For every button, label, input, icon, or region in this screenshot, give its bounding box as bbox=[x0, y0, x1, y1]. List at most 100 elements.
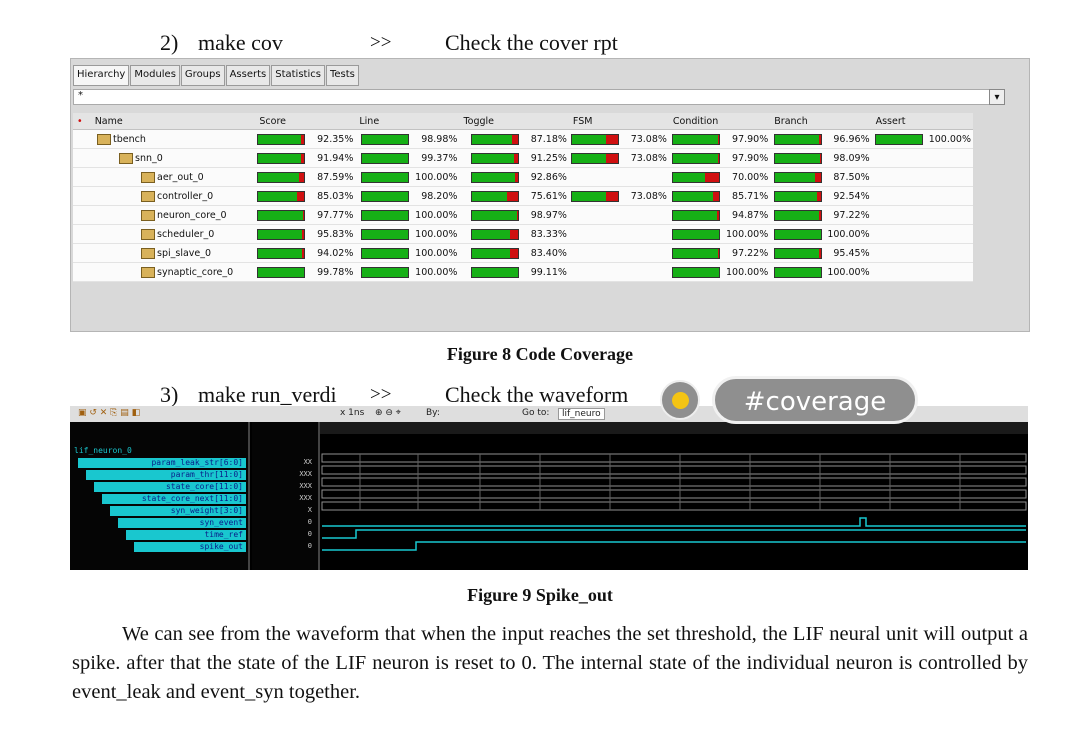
row-name: scheduler_0 bbox=[157, 228, 215, 240]
toggle-value: 87.18% bbox=[530, 133, 567, 145]
hierarchy-filter-input[interactable]: * bbox=[73, 89, 1003, 105]
goto-input[interactable]: lif_neuro bbox=[558, 408, 605, 420]
condition-value: 97.22% bbox=[732, 247, 769, 259]
signal-name[interactable]: state_core_next[11:0] bbox=[102, 494, 246, 504]
signal-name[interactable]: spike_out bbox=[134, 542, 246, 552]
toggle-bar bbox=[470, 247, 519, 259]
step2-arrow: >> bbox=[370, 32, 392, 53]
score-bar bbox=[257, 266, 306, 278]
signal-name[interactable]: param_leak_str[6:0] bbox=[78, 458, 246, 468]
table-row[interactable]: aer_out_0 87.59% 100.00% 92.86% 70.00% 87.50% bbox=[73, 167, 973, 187]
score-bar bbox=[257, 190, 306, 202]
table-row[interactable]: synaptic_core_0 99.78% 100.00% 99.11% 100.00… bbox=[73, 262, 973, 282]
toggle-value: 83.40% bbox=[530, 247, 567, 259]
row-name: controller_0 bbox=[157, 190, 214, 202]
line-bar bbox=[361, 190, 410, 202]
signal-value: XX bbox=[303, 458, 312, 466]
signal-name[interactable]: state_core[11:0] bbox=[94, 482, 246, 492]
col-assert[interactable]: Assert bbox=[871, 113, 973, 130]
step2-command: make cov bbox=[198, 30, 283, 55]
fsm-bar bbox=[570, 190, 619, 202]
condition-value: 94.87% bbox=[732, 209, 769, 221]
tab-groups[interactable]: Groups bbox=[180, 65, 225, 86]
col-score[interactable]: Score bbox=[255, 113, 356, 130]
signal-name[interactable]: syn_event bbox=[118, 518, 246, 528]
score-bar bbox=[257, 209, 306, 221]
zoom-level: x 1ns bbox=[340, 408, 365, 418]
branch-bar bbox=[773, 152, 822, 164]
col-toggle[interactable]: Toggle bbox=[459, 113, 569, 130]
branch-bar bbox=[773, 171, 822, 183]
coverage-table: • Name Score Line Toggle FSM Condition B… bbox=[73, 113, 973, 282]
table-row[interactable]: spi_slave_0 94.02% 100.00% 83.40% 97.22% 95.4… bbox=[73, 243, 973, 263]
branch-bar bbox=[773, 228, 822, 240]
table-row[interactable]: snn_0 91.94% 99.37% 91.25% 73.08% 97.90% 98.09… bbox=[73, 148, 973, 168]
toggle-value: 75.61% bbox=[530, 190, 567, 202]
table-row[interactable]: controller_0 85.03% 98.20% 75.61% 73.08% 85.7… bbox=[73, 186, 973, 206]
coverage-report-window: Hierarchy Modules Groups Asserts Statist… bbox=[70, 58, 1030, 332]
score-bar bbox=[257, 133, 306, 145]
status-dot-chip[interactable] bbox=[660, 380, 700, 420]
toggle-value: 99.11% bbox=[530, 266, 567, 278]
folder-icon bbox=[141, 190, 155, 202]
tab-statistics[interactable]: Statistics bbox=[271, 65, 325, 86]
branch-bar bbox=[773, 133, 822, 145]
hashtag-chip[interactable]: #coverage bbox=[712, 376, 918, 424]
line-bar bbox=[361, 247, 410, 259]
assert-value: 100.00% bbox=[928, 133, 971, 145]
score-value: 95.83% bbox=[317, 228, 354, 240]
row-name: neuron_core_0 bbox=[157, 209, 227, 221]
line-bar bbox=[361, 266, 410, 278]
branch-value: 100.00% bbox=[827, 228, 870, 240]
line-value: 100.00% bbox=[415, 171, 458, 183]
folder-icon bbox=[141, 209, 155, 221]
tab-asserts[interactable]: Asserts bbox=[225, 65, 271, 86]
line-bar bbox=[361, 171, 410, 183]
filter-dropdown-icon[interactable]: ▾ bbox=[989, 89, 1005, 105]
score-value: 91.94% bbox=[317, 152, 354, 164]
step3-arrow: >> bbox=[370, 384, 392, 405]
toggle-value: 91.25% bbox=[530, 152, 567, 164]
branch-value: 100.00% bbox=[827, 266, 870, 278]
condition-bar bbox=[672, 266, 721, 278]
condition-bar bbox=[672, 209, 721, 221]
condition-bar bbox=[672, 171, 721, 183]
signal-value: X bbox=[307, 506, 312, 514]
yellow-dot-icon bbox=[672, 392, 689, 409]
score-bar bbox=[257, 152, 306, 164]
toggle-value: 83.33% bbox=[530, 228, 567, 240]
branch-value: 87.50% bbox=[833, 171, 870, 183]
condition-bar bbox=[672, 228, 721, 240]
col-condition[interactable]: Condition bbox=[668, 113, 771, 130]
table-row[interactable]: scheduler_0 95.83% 100.00% 83.33% 100.00% 100… bbox=[73, 224, 973, 244]
col-fsm[interactable]: FSM bbox=[568, 113, 669, 130]
tab-tests[interactable]: Tests bbox=[325, 65, 359, 86]
signal-name[interactable]: syn_weight[3:0] bbox=[110, 506, 246, 516]
zoom-icons[interactable]: ⊕ ⊖ ⌖ bbox=[375, 408, 401, 418]
toolbar-icons[interactable]: ▣ ↺ ✕ ⎘ ▤ ◧ bbox=[78, 408, 141, 418]
col-name[interactable]: Name bbox=[94, 115, 123, 127]
col-branch[interactable]: Branch bbox=[770, 113, 872, 130]
signal-name[interactable]: param_thr[11:0] bbox=[86, 470, 246, 480]
score-value: 99.78% bbox=[317, 266, 354, 278]
tab-modules[interactable]: Modules bbox=[130, 65, 180, 86]
signal-name[interactable]: time_ref bbox=[126, 530, 246, 540]
step2-description: Check the cover rpt bbox=[445, 30, 618, 55]
toggle-bar bbox=[470, 190, 519, 202]
folder-icon bbox=[97, 133, 111, 145]
step2-number: 2) bbox=[160, 30, 179, 55]
by-label: By: bbox=[426, 408, 440, 418]
col-line[interactable]: Line bbox=[355, 113, 460, 130]
tab-hierarchy[interactable]: Hierarchy bbox=[73, 65, 130, 86]
condition-value: 100.00% bbox=[725, 228, 769, 240]
branch-bar bbox=[773, 266, 822, 278]
folder-icon bbox=[141, 228, 155, 240]
row-name: aer_out_0 bbox=[157, 171, 204, 183]
table-row[interactable]: tbench 92.35% 98.98% 87.18% 73.08% 97.90% 96.9… bbox=[73, 129, 973, 149]
condition-value: 97.90% bbox=[732, 133, 769, 145]
branch-value: 98.09% bbox=[833, 152, 870, 164]
toggle-bar bbox=[470, 133, 519, 145]
signal-value: XXX bbox=[299, 482, 312, 490]
folder-icon bbox=[141, 171, 155, 183]
table-row[interactable]: neuron_core_0 97.77% 100.00% 98.97% 94.87% 97… bbox=[73, 205, 973, 225]
